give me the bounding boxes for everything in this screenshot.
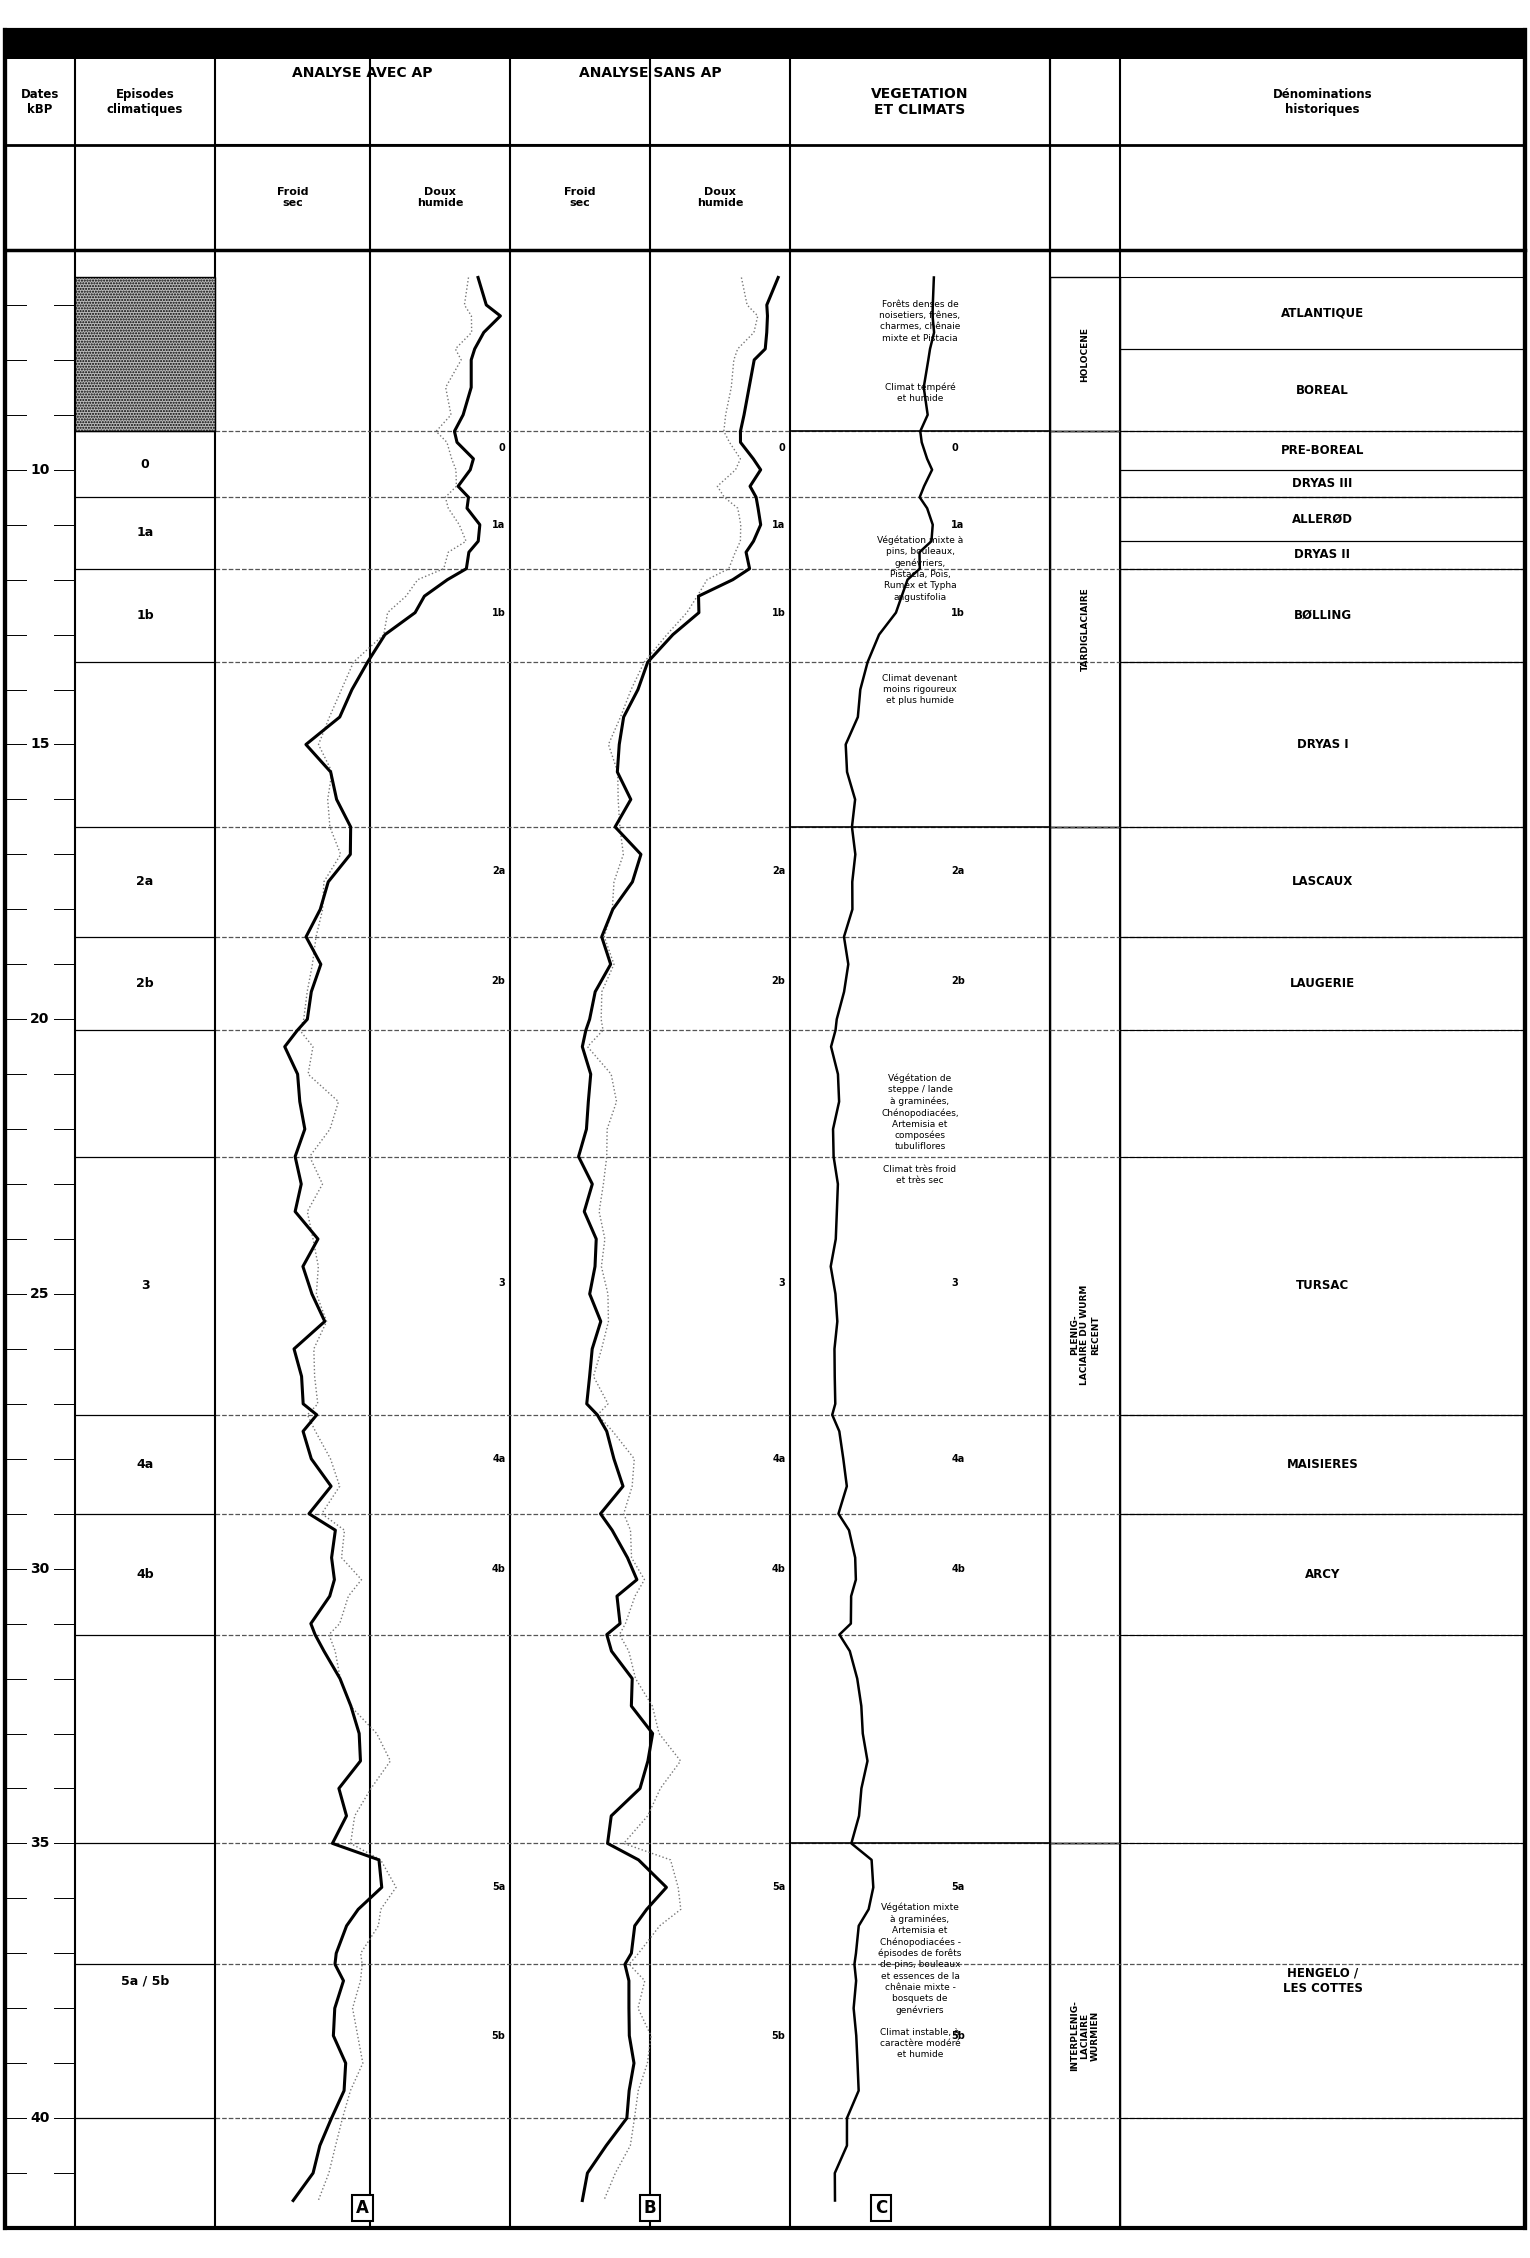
Text: 0: 0 bbox=[499, 443, 505, 454]
Text: Végétation de
steppe / lande
à graminées,
Chénopodiacées,
Artemisia et
composées: Végétation de steppe / lande à graminées… bbox=[881, 1073, 959, 1185]
Text: 0: 0 bbox=[952, 443, 958, 454]
Text: 5a / 5b: 5a / 5b bbox=[121, 1973, 170, 1987]
Text: 2b: 2b bbox=[491, 975, 505, 987]
Text: 4a: 4a bbox=[493, 1454, 505, 1463]
Text: BOREAL: BOREAL bbox=[1296, 384, 1349, 397]
Text: 4a: 4a bbox=[136, 1459, 153, 1470]
Text: Doux
humide: Doux humide bbox=[416, 187, 464, 208]
Text: C: C bbox=[875, 2199, 887, 2217]
Text: B: B bbox=[644, 2199, 656, 2217]
Text: 5b: 5b bbox=[491, 2030, 505, 2041]
Text: HENGELO /
LES COTTES: HENGELO / LES COTTES bbox=[1282, 1967, 1362, 1994]
Bar bbox=[1050, 278, 1120, 431]
Text: Végétation mixte à
pins, bouleaux,
genévriers,
Pistacia, Pois,
Rumex et Typha
an: Végétation mixte à pins, bouleaux, genév… bbox=[877, 535, 962, 601]
Text: 5b: 5b bbox=[771, 2030, 785, 2041]
Text: 4a: 4a bbox=[773, 1454, 785, 1463]
Text: 1a: 1a bbox=[136, 526, 153, 540]
Text: 3: 3 bbox=[779, 1278, 785, 1287]
Bar bbox=[1050, 431, 1120, 826]
Text: 2a: 2a bbox=[773, 865, 785, 876]
Text: TARDIGLACIAIRE: TARDIGLACIAIRE bbox=[1080, 587, 1089, 671]
Text: Climat devenant
moins rigoureux
et plus humide: Climat devenant moins rigoureux et plus … bbox=[883, 673, 958, 704]
Text: 35: 35 bbox=[31, 1836, 49, 1849]
Text: 15: 15 bbox=[31, 738, 50, 752]
Text: 2b: 2b bbox=[952, 975, 965, 987]
Text: 5a: 5a bbox=[952, 1883, 964, 1892]
Text: PLENIG-
LACIAIRE DU WURM
RECENT: PLENIG- LACIAIRE DU WURM RECENT bbox=[1069, 1285, 1100, 1386]
Text: 20: 20 bbox=[31, 1012, 49, 1025]
Text: 4a: 4a bbox=[952, 1454, 964, 1463]
Text: A: A bbox=[356, 2199, 369, 2217]
Text: 4b: 4b bbox=[491, 1565, 505, 1574]
Text: 5a: 5a bbox=[493, 1883, 505, 1892]
Text: PRE-BOREAL: PRE-BOREAL bbox=[1281, 445, 1365, 456]
Text: ALLERØD: ALLERØD bbox=[1291, 513, 1353, 526]
Bar bbox=[1050, 1843, 1120, 2229]
Text: MAISIERES: MAISIERES bbox=[1287, 1459, 1359, 1470]
Text: 5b: 5b bbox=[952, 2030, 965, 2041]
Text: 1b: 1b bbox=[136, 610, 155, 621]
Text: 3: 3 bbox=[141, 1280, 150, 1292]
Text: Froid
sec: Froid sec bbox=[565, 187, 595, 208]
Text: 0: 0 bbox=[141, 458, 150, 470]
Text: Episodes
climatiques: Episodes climatiques bbox=[107, 88, 184, 115]
Bar bbox=[5, 29, 1525, 59]
Text: 3: 3 bbox=[952, 1278, 958, 1287]
Text: 1b: 1b bbox=[491, 607, 505, 619]
Text: 2b: 2b bbox=[136, 978, 155, 989]
Text: 4b: 4b bbox=[952, 1565, 965, 1574]
Text: DRYAS III: DRYAS III bbox=[1293, 476, 1353, 490]
Text: Forêts denses de
noisetiers, frênes,
charmes, chênaie
mixte et Pistacia: Forêts denses de noisetiers, frênes, cha… bbox=[880, 300, 961, 343]
Text: 1a: 1a bbox=[952, 519, 964, 531]
Text: 4b: 4b bbox=[136, 1567, 155, 1581]
Text: BØLLING: BØLLING bbox=[1293, 610, 1351, 621]
Text: 5a: 5a bbox=[773, 1883, 785, 1892]
Text: 0: 0 bbox=[779, 443, 785, 454]
Text: Dates
kBP: Dates kBP bbox=[21, 88, 60, 115]
Text: INTERPLENIG-
LACIAIRE
WURMIEN: INTERPLENIG- LACIAIRE WURMIEN bbox=[1069, 2001, 1100, 2071]
Text: DRYAS I: DRYAS I bbox=[1297, 738, 1348, 752]
Text: ARCY: ARCY bbox=[1305, 1567, 1340, 1581]
Text: 30: 30 bbox=[31, 1563, 49, 1576]
Text: LASCAUX: LASCAUX bbox=[1291, 876, 1353, 887]
Text: ANALYSE AVEC AP: ANALYSE AVEC AP bbox=[292, 65, 433, 79]
Text: Végétation mixte
à graminées,
Artemisia et
Chénopodiacées -
épisodes de forêts
d: Végétation mixte à graminées, Artemisia … bbox=[878, 1903, 962, 2059]
Text: TURSAC: TURSAC bbox=[1296, 1280, 1349, 1292]
Bar bbox=[1050, 826, 1120, 1843]
Text: VEGETATION
ET CLIMATS: VEGETATION ET CLIMATS bbox=[871, 88, 968, 117]
Text: 2b: 2b bbox=[771, 975, 785, 987]
Text: 40: 40 bbox=[31, 2111, 49, 2125]
Text: 1b: 1b bbox=[771, 607, 785, 619]
Text: 2a: 2a bbox=[952, 865, 964, 876]
Bar bbox=[75, 278, 216, 431]
Text: 3: 3 bbox=[499, 1278, 505, 1287]
Text: DRYAS II: DRYAS II bbox=[1294, 549, 1351, 562]
Text: Froid
sec: Froid sec bbox=[277, 187, 308, 208]
Text: HOLOCENE: HOLOCENE bbox=[1080, 327, 1089, 382]
Text: 10: 10 bbox=[31, 463, 49, 476]
Text: 1a: 1a bbox=[773, 519, 785, 531]
Text: 1b: 1b bbox=[952, 607, 965, 619]
Text: 1a: 1a bbox=[493, 519, 505, 531]
Text: 25: 25 bbox=[31, 1287, 50, 1301]
Text: Climat tempéré
et humide: Climat tempéré et humide bbox=[884, 382, 955, 404]
Text: ANALYSE SANS AP: ANALYSE SANS AP bbox=[578, 65, 721, 79]
Text: Dénominations
historiques: Dénominations historiques bbox=[1273, 88, 1372, 115]
Text: LAUGERIE: LAUGERIE bbox=[1290, 978, 1356, 989]
Text: Doux
humide: Doux humide bbox=[696, 187, 744, 208]
Text: 4b: 4b bbox=[771, 1565, 785, 1574]
Text: 2a: 2a bbox=[493, 865, 505, 876]
Text: ATLANTIQUE: ATLANTIQUE bbox=[1281, 307, 1365, 321]
Text: 2a: 2a bbox=[136, 876, 153, 887]
